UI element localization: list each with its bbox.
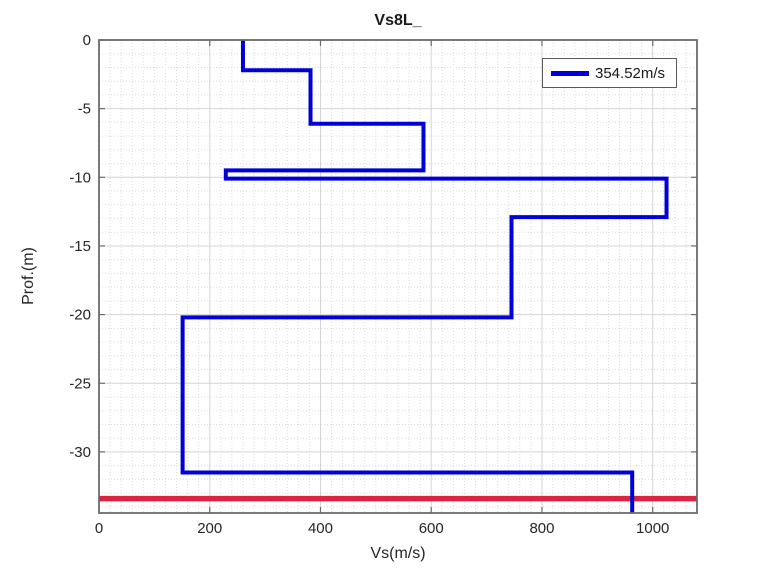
legend-line-sample [551, 70, 589, 76]
x-tick-label: 400 [308, 520, 333, 537]
axis-box [98, 39, 698, 514]
legend-label: 354.52m/s [595, 64, 666, 82]
y-tick-label: -5 [78, 101, 91, 118]
y-tick-label: -25 [69, 375, 91, 392]
y-tick-label: -20 [69, 307, 91, 324]
legend: 354.52m/s [542, 58, 677, 88]
x-tick-label: 200 [197, 520, 222, 537]
x-tick-label: 600 [419, 520, 444, 537]
y-tick-label: 0 [83, 32, 91, 49]
y-axis-label: Prof.(m) [20, 247, 37, 305]
x-tick-label: 800 [529, 520, 554, 537]
y-tick-label: -30 [69, 444, 91, 461]
vs-profile-line [180, 40, 669, 513]
x-tick-label: 1000 [636, 520, 669, 537]
x-axis-label: Vs(m/s) [370, 545, 426, 562]
y-tick-label: -10 [69, 169, 91, 186]
y-tick-label: -15 [69, 238, 91, 255]
chart-title: Vs8L_ [374, 12, 422, 29]
x-tick-label: 0 [95, 520, 103, 537]
